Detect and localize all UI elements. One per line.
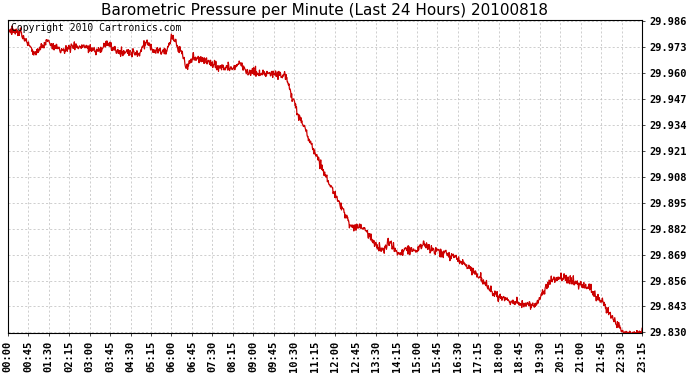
Text: Copyright 2010 Cartronics.com: Copyright 2010 Cartronics.com (11, 24, 181, 33)
Title: Barometric Pressure per Minute (Last 24 Hours) 20100818: Barometric Pressure per Minute (Last 24 … (101, 3, 549, 18)
